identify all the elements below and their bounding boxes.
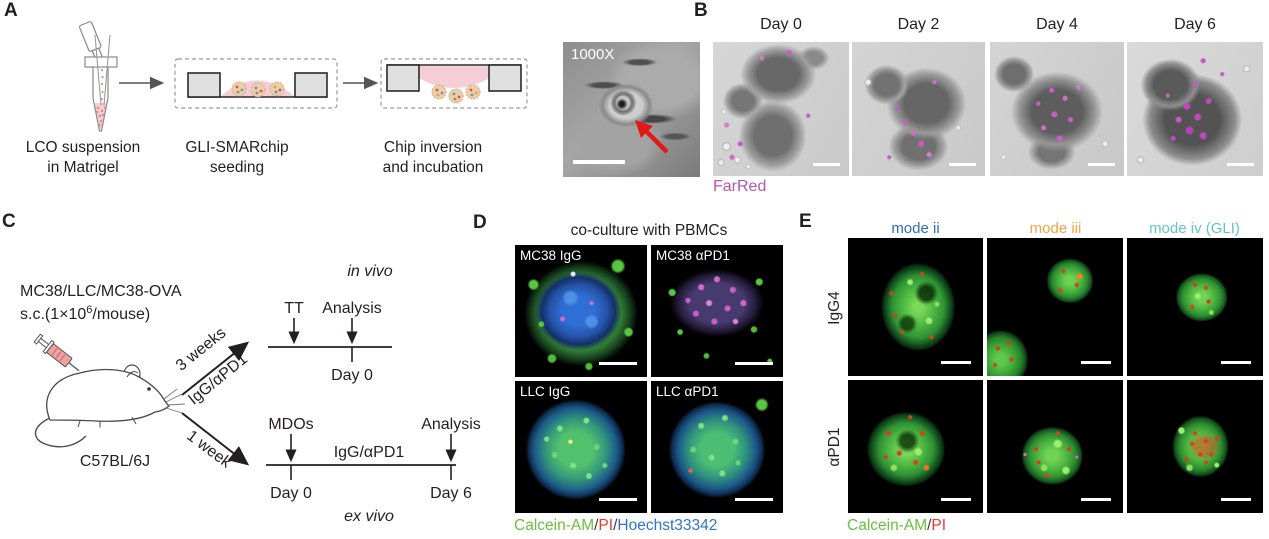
ex-vivo-day6-label: Day 6 [430, 485, 472, 502]
tube-illustration [79, 21, 118, 132]
step2-line1: GLI-SMARchip [185, 139, 289, 156]
legend-slash: / [927, 517, 932, 534]
injection-label: s.c.(1×106/mouse) [20, 304, 150, 323]
micrograph-day2 [852, 42, 985, 176]
sem-magnification-label: 1000X [571, 46, 615, 63]
ex-vivo-context-label: ex vivo [344, 508, 394, 525]
micrograph-igg4-mode-iii [987, 238, 1123, 376]
step3-label: Chip inversion and incubation [360, 138, 506, 178]
scale-bar [735, 361, 773, 365]
farred-stain-label: FarRed [713, 178, 767, 195]
panel-c-schematic: MC38/LLC/MC38-OVA s.c.(1×106/mouse) [20, 263, 481, 525]
panel-d-stain-legend: Calcein-AM/PI/Hoechst33342 [514, 517, 717, 535]
day2-label: Day 2 [897, 16, 940, 33]
scale-bar [1081, 361, 1111, 364]
scale-bar [1088, 162, 1115, 166]
step1-line1: LCO suspension [25, 139, 141, 156]
tumor-models-label: MC38/LLC/MC38-OVA [20, 283, 182, 300]
step3-line1: Chip inversion [383, 139, 483, 156]
panel-e-label: E [799, 211, 812, 232]
panel-d-label: D [473, 212, 487, 233]
scale-bar [813, 162, 840, 166]
micrograph-igg4-mode-iv [1127, 238, 1263, 376]
in-vivo-arm-arrow [181, 341, 250, 396]
mdos-event-label: MDOs [268, 416, 313, 433]
row-apd1-label: αPD1 [826, 427, 843, 467]
stain-pi: PI [598, 517, 614, 534]
condition-label: LLC IgG [520, 384, 571, 399]
mode-iii-header: mode iii [1029, 220, 1082, 237]
scale-bar [949, 162, 976, 166]
scale-bar [1221, 361, 1251, 364]
chip-seeding-illustration [174, 58, 338, 109]
stain-calcein: Calcein-AM [847, 517, 928, 534]
condition-label: LLC αPD1 [656, 384, 719, 399]
micrograph-llc-apd1: LLC αPD1 [651, 381, 783, 513]
scale-bar [573, 160, 625, 164]
day0-label: Day 0 [760, 16, 802, 33]
micrograph-apd1-mode-iv [1127, 380, 1263, 513]
tt-event-label: TT [284, 300, 304, 317]
micrograph-day0 [713, 42, 849, 176]
micrograph-day4 [990, 42, 1124, 176]
scale-bar [941, 498, 971, 501]
stain-hoechst: Hoechst33342 [617, 517, 718, 534]
step2-line2: seeding [209, 159, 265, 176]
micrograph-day6 [1127, 42, 1263, 176]
condition-label: MC38 IgG [520, 248, 582, 263]
panel-d-title: co-culture with PBMCs [570, 222, 728, 239]
day6-label: Day 6 [1174, 16, 1216, 33]
micrograph-apd1-mode-ii [848, 380, 983, 513]
micrograph-apd1-mode-iii [987, 380, 1123, 513]
stain-calcein: Calcein-AM [514, 517, 595, 534]
micrograph-llc-igg: LLC IgG [515, 381, 647, 513]
condition-label: MC38 αPD1 [656, 248, 730, 263]
scale-bar [599, 361, 637, 365]
mode-iv-header: mode iv (GLI) [1149, 220, 1240, 237]
red-arrow-icon [635, 120, 669, 154]
ex-vivo-day0-label: Day 0 [270, 485, 312, 502]
step1-label: LCO suspension in Matrigel [13, 138, 153, 178]
micrograph-mc38-apd1: MC38 αPD1 [651, 245, 783, 377]
chip-inverted-illustration [380, 58, 528, 109]
legend-slash: / [594, 517, 599, 534]
sem-micrograph: 1000X [563, 42, 700, 177]
day4-label: Day 4 [1036, 16, 1078, 33]
panel-a-label: A [4, 0, 18, 21]
row-igg4-label: IgG4 [826, 291, 843, 325]
ex-vivo-treatment-label: IgG/αPD1 [334, 444, 405, 461]
mode-ii-header: mode ii [891, 220, 940, 237]
scale-bar [735, 497, 773, 501]
stain-pi: PI [931, 517, 947, 534]
panel-c-label: C [2, 211, 16, 232]
micrograph-igg4-mode-ii [848, 238, 983, 376]
scale-bar [1227, 162, 1254, 166]
mouse-illustration [34, 364, 186, 448]
panel-b-label: B [694, 0, 708, 21]
step3-line2: and incubation [382, 159, 484, 176]
syringe-icon [33, 333, 80, 372]
micrograph-mc38-igg: MC38 IgG [515, 245, 647, 377]
in-vivo-analysis-label: Analysis [322, 300, 382, 317]
in-vivo-day0-label: Day 0 [331, 367, 373, 384]
mouse-strain-label: C57BL/6J [80, 453, 150, 470]
in-vivo-context-label: in vivo [347, 263, 392, 280]
legend-slash: / [613, 517, 618, 534]
step2-label: GLI-SMARchip seeding [167, 138, 307, 178]
scale-bar [599, 497, 637, 501]
scale-bar [1221, 498, 1251, 501]
panel-a-schematic [79, 21, 528, 132]
ex-vivo-arm-arrow [181, 412, 250, 466]
panel-e-stain-legend: Calcein-AM/PI [847, 517, 946, 535]
step1-line2: in Matrigel [47, 159, 119, 176]
scale-bar [941, 361, 971, 364]
scale-bar [1081, 498, 1111, 501]
ex-vivo-analysis-label: Analysis [421, 416, 481, 433]
